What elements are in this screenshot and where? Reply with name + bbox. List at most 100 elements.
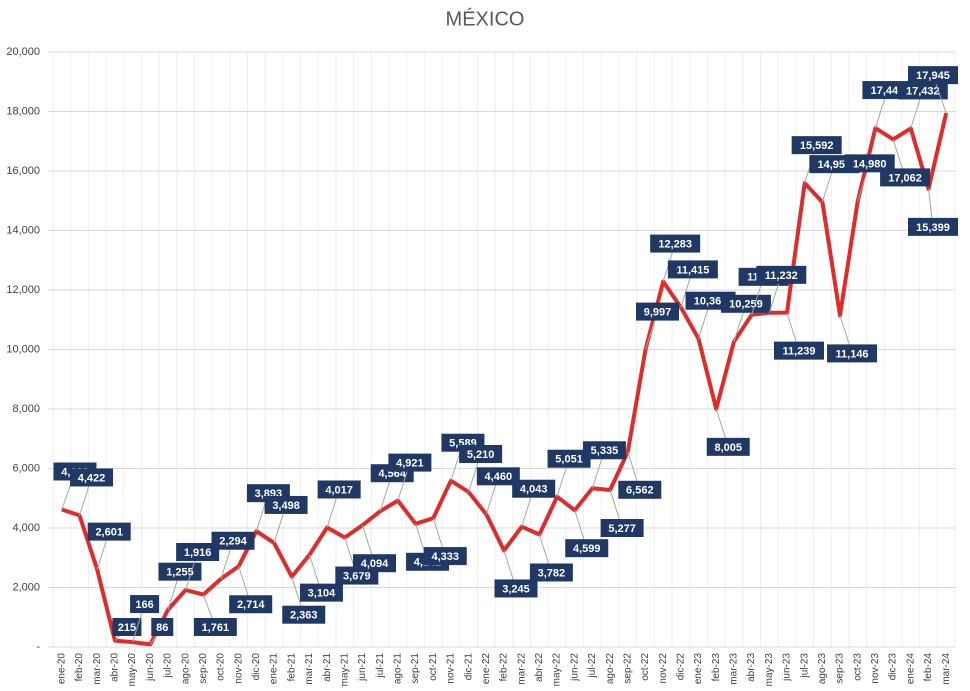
data-label: 9,997 xyxy=(644,306,672,318)
x-tick-label: dic-22 xyxy=(676,653,687,681)
label-box xyxy=(897,81,948,100)
label-box xyxy=(423,547,467,566)
x-tick-label: feb-24 xyxy=(923,653,934,682)
x-tick-label: dic-21 xyxy=(463,653,474,681)
x-tick-label: may-22 xyxy=(552,653,563,687)
x-tick-label: ene-24 xyxy=(905,653,916,685)
data-label: 6,562 xyxy=(626,485,654,497)
label-box xyxy=(756,265,807,284)
label-box xyxy=(264,495,308,514)
data-label: 4,599 xyxy=(573,543,601,555)
x-tick-label: sep-20 xyxy=(198,653,209,684)
label-box xyxy=(908,217,958,236)
label-box xyxy=(773,341,824,360)
label-box xyxy=(635,302,679,321)
data-label: 17,062 xyxy=(888,172,922,184)
label-box xyxy=(476,467,520,486)
x-tick-label: ago-22 xyxy=(605,653,616,685)
x-tick-label: sep-23 xyxy=(835,653,846,684)
label-box xyxy=(176,542,220,561)
x-tick-label: abr-23 xyxy=(746,653,757,682)
x-tick-label: feb-22 xyxy=(499,653,510,682)
data-label: 17,432 xyxy=(906,85,940,97)
label-box xyxy=(667,260,718,279)
data-label: 166 xyxy=(135,599,153,611)
x-tick-label: nov-21 xyxy=(446,653,457,684)
x-tick-label: ago-21 xyxy=(393,653,404,685)
data-label: 3,498 xyxy=(272,500,300,512)
label-box xyxy=(158,562,202,581)
x-tick-label: mar-22 xyxy=(516,653,527,685)
data-label: 11,146 xyxy=(836,348,869,360)
x-tick-label: jul-21 xyxy=(375,653,386,679)
label-box xyxy=(618,480,662,499)
label-box xyxy=(87,522,131,541)
x-tick-label: may-23 xyxy=(764,653,775,687)
label-box xyxy=(791,136,842,155)
data-label: 14,980 xyxy=(853,158,887,170)
x-tick-label: jun-23 xyxy=(782,653,793,682)
data-label: 10,259 xyxy=(729,299,763,311)
x-tick-label: mar-21 xyxy=(304,653,315,685)
label-box xyxy=(565,539,609,558)
x-tick-label: oct-20 xyxy=(216,653,227,681)
data-label: 11,415 xyxy=(676,264,709,276)
x-tick-label: mar-20 xyxy=(92,653,103,685)
data-label: 3,104 xyxy=(308,588,336,600)
data-label: 4,921 xyxy=(396,458,424,470)
x-tick-label: jul-22 xyxy=(587,653,598,679)
x-tick-label: dic-20 xyxy=(251,653,262,681)
x-tick-label: sep-21 xyxy=(410,653,421,684)
x-tick-label: nov-20 xyxy=(233,653,244,684)
x-tick-label: oct-22 xyxy=(640,653,651,681)
y-tick-label: 20,000 xyxy=(6,46,40,58)
data-label: 5,051 xyxy=(555,454,583,466)
data-label: 4,422 xyxy=(78,472,106,484)
x-tick-label: nov-23 xyxy=(870,653,881,684)
label-box xyxy=(529,563,573,582)
label-box xyxy=(211,531,255,550)
label-box xyxy=(151,618,174,636)
label-box xyxy=(494,579,538,598)
x-tick-label: ago-23 xyxy=(817,653,828,685)
data-label: 1,761 xyxy=(202,622,230,634)
x-tick-label: ene-22 xyxy=(481,653,492,685)
x-tick-label: oct-21 xyxy=(428,653,439,681)
data-label: 4,333 xyxy=(431,551,459,563)
x-tick-label: ene-20 xyxy=(56,653,67,685)
data-label: 11,239 xyxy=(782,346,815,358)
label-box xyxy=(130,595,160,614)
label-box xyxy=(459,445,503,464)
data-label: 3,782 xyxy=(538,567,566,579)
data-label: 5,210 xyxy=(467,449,495,461)
data-label: 10,363 xyxy=(694,296,728,308)
x-tick-label: may-21 xyxy=(339,653,350,687)
data-label: 15,592 xyxy=(800,140,834,152)
x-tick-label: feb-20 xyxy=(74,653,85,682)
label-box xyxy=(650,234,701,253)
data-label: 1,255 xyxy=(166,567,194,579)
x-tick-label: feb-23 xyxy=(711,653,722,682)
y-tick-label: 8,000 xyxy=(12,403,40,415)
x-tick-label: oct-23 xyxy=(852,653,863,681)
label-box xyxy=(720,294,771,313)
data-label: 2,601 xyxy=(95,527,123,539)
x-tick-label: sep-22 xyxy=(622,653,633,684)
data-label: 17,945 xyxy=(916,70,950,82)
chart-title: MÉXICO xyxy=(446,7,525,30)
y-tick-label: 2,000 xyxy=(12,581,40,593)
x-tick-label: ene-23 xyxy=(693,653,704,685)
x-tick-label: ago-20 xyxy=(180,653,191,685)
label-box xyxy=(112,618,142,636)
y-tick-label: 18,000 xyxy=(6,105,40,117)
data-label: 4,094 xyxy=(361,558,389,570)
label-box xyxy=(193,618,237,636)
y-tick-label: 4,000 xyxy=(12,522,40,534)
label-box xyxy=(229,595,273,614)
data-label: 2,363 xyxy=(290,610,318,622)
data-label: 4,043 xyxy=(520,484,548,496)
labels: 4,6224,4222,601215166861,2551,9161,7612,… xyxy=(53,66,958,645)
label-box xyxy=(844,154,895,173)
label-box xyxy=(908,66,958,85)
